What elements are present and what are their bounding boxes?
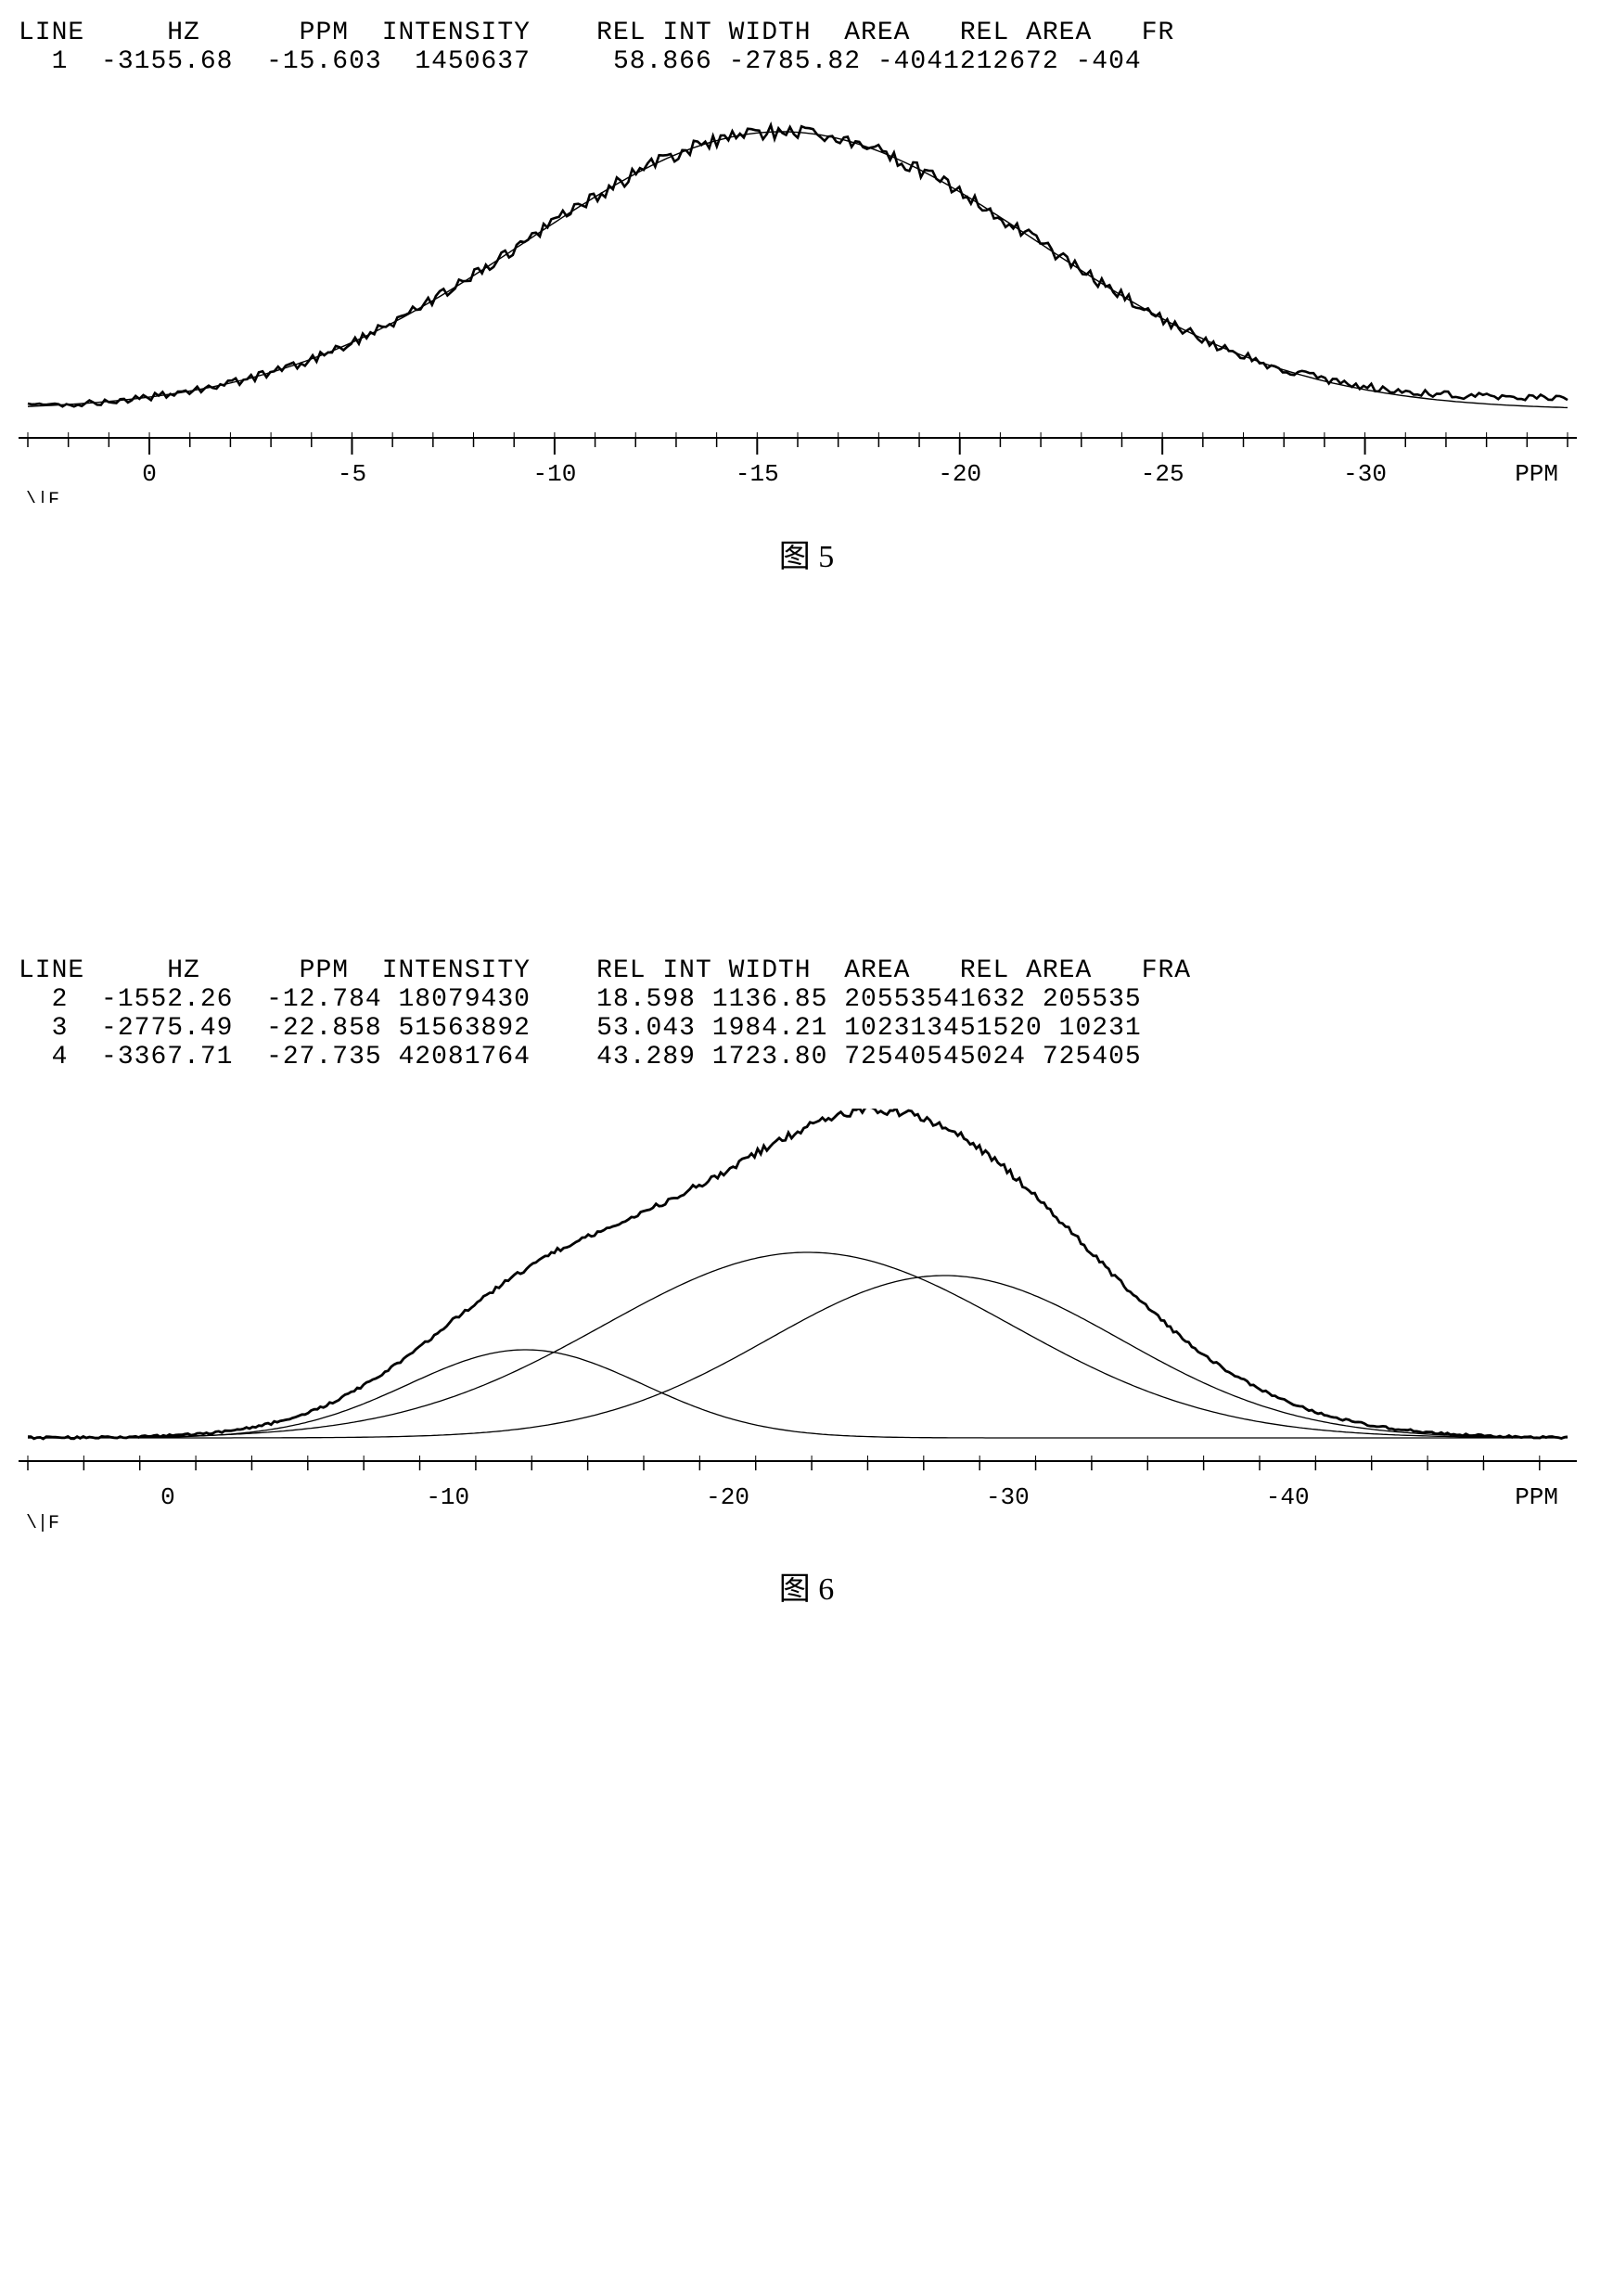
nmr-spectrum-deconvolution-chart: 0 -10 -20 -30 -40 PPM \|F (19, 1109, 1577, 1535)
vertical-spacer (19, 632, 1594, 956)
figure-6-block: LINE HZ PPM INTENSITY REL INT WIDTH AREA… (19, 956, 1594, 1609)
svg-text:-25: -25 (1141, 460, 1184, 488)
svg-text:-10: -10 (532, 460, 576, 488)
table-header-row: LINE HZ PPM INTENSITY REL INT WIDTH AREA… (19, 19, 1191, 47)
svg-text:-30: -30 (986, 1483, 1030, 1511)
table-header-row: LINE HZ PPM INTENSITY REL INT WIDTH AREA… (19, 956, 1224, 985)
svg-text:-20: -20 (706, 1483, 749, 1511)
svg-text:\|F: \|F (26, 1513, 59, 1534)
svg-text:-20: -20 (938, 460, 981, 488)
svg-text:-15: -15 (736, 460, 779, 488)
figure-5-table: LINE HZ PPM INTENSITY REL INT WIDTH AREA… (19, 19, 1594, 76)
figure-6-table: LINE HZ PPM INTENSITY REL INT WIDTH AREA… (19, 956, 1594, 1071)
svg-text:PPM: PPM (1515, 460, 1558, 488)
svg-text:PPM: PPM (1515, 1483, 1558, 1511)
figure-6-chart: 0 -10 -20 -30 -40 PPM \|F (19, 1109, 1594, 1535)
figure-6-caption: 图 6 (19, 1563, 1594, 1609)
table-row: 4 -3367.71 -27.735 42081764 43.289 1723.… (52, 1043, 1142, 1071)
svg-text:-5: -5 (338, 460, 366, 488)
svg-text:0: 0 (142, 460, 157, 488)
svg-text:-10: -10 (426, 1483, 469, 1511)
figure-5-caption: 图 5 (19, 531, 1594, 576)
svg-text:-40: -40 (1266, 1483, 1310, 1511)
svg-text:-30: -30 (1343, 460, 1387, 488)
table-row: 3 -2775.49 -22.858 51563892 53.043 1984.… (52, 1014, 1142, 1043)
svg-text:\|F: \|F (26, 490, 59, 503)
figure-5-chart: 0 -5 -10 -15 -20 -25 -30 PPM \|F (19, 113, 1594, 503)
table-row: 2 -1552.26 -12.784 18079430 18.598 1136.… (52, 985, 1142, 1014)
table-row: 1 -3155.68 -15.603 1450637 58.866 -2785.… (52, 47, 1142, 76)
nmr-spectrum-chart: 0 -5 -10 -15 -20 -25 -30 PPM \|F (19, 113, 1577, 503)
figure-5-block: LINE HZ PPM INTENSITY REL INT WIDTH AREA… (19, 19, 1594, 576)
svg-text:0: 0 (160, 1483, 175, 1511)
